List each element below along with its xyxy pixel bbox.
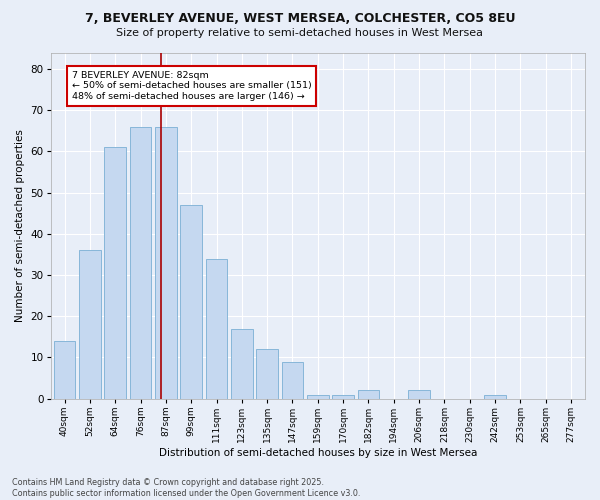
Bar xyxy=(307,394,329,398)
Bar xyxy=(332,394,354,398)
Bar xyxy=(282,362,303,399)
Text: 7 BEVERLEY AVENUE: 82sqm
← 50% of semi-detached houses are smaller (151)
48% of : 7 BEVERLEY AVENUE: 82sqm ← 50% of semi-d… xyxy=(71,71,311,101)
Bar xyxy=(409,390,430,398)
Bar xyxy=(181,205,202,398)
Bar xyxy=(256,349,278,399)
Bar xyxy=(130,126,151,398)
Bar xyxy=(79,250,101,398)
Bar xyxy=(206,258,227,398)
Text: Contains HM Land Registry data © Crown copyright and database right 2025.
Contai: Contains HM Land Registry data © Crown c… xyxy=(12,478,361,498)
X-axis label: Distribution of semi-detached houses by size in West Mersea: Distribution of semi-detached houses by … xyxy=(158,448,477,458)
Text: Size of property relative to semi-detached houses in West Mersea: Size of property relative to semi-detach… xyxy=(116,28,484,38)
Bar xyxy=(358,390,379,398)
Y-axis label: Number of semi-detached properties: Number of semi-detached properties xyxy=(15,129,25,322)
Text: 7, BEVERLEY AVENUE, WEST MERSEA, COLCHESTER, CO5 8EU: 7, BEVERLEY AVENUE, WEST MERSEA, COLCHES… xyxy=(85,12,515,26)
Bar xyxy=(155,126,176,398)
Bar xyxy=(484,394,506,398)
Bar xyxy=(54,341,76,398)
Bar xyxy=(231,328,253,398)
Bar xyxy=(104,148,126,398)
